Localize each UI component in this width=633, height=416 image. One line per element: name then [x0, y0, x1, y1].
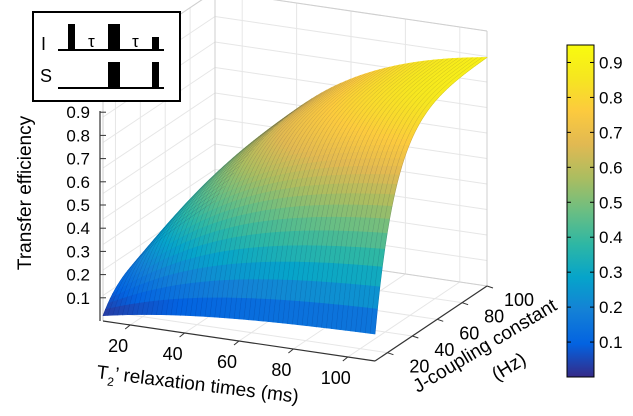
z-tick-label: 0.8 [66, 126, 90, 145]
x-tick-mark [342, 356, 349, 362]
inset-i-pulse-90 [68, 24, 75, 50]
z-tick-label: 0.6 [66, 173, 90, 192]
colorbar-tick-label: 0.2 [599, 298, 623, 317]
inset-delay-1: τ [88, 32, 95, 51]
z-tick-label: 0.7 [66, 150, 90, 169]
z-tick-label: 0.3 [66, 242, 90, 261]
colorbar-tick-label: 0.7 [599, 123, 623, 142]
inset-delay-2: τ [132, 32, 139, 51]
x-tick-label: 20 [108, 336, 128, 356]
z-tick-label: 0.4 [66, 219, 90, 238]
inset-i-pulse-90b [152, 37, 159, 50]
inset-s-pulse-90 [152, 62, 159, 88]
y-tick-mark [437, 318, 444, 322]
y-tick-mark [486, 285, 494, 289]
inset-channel-s: S [40, 66, 52, 86]
colorbar-tick-label: 0.3 [599, 263, 623, 282]
colorbar [566, 44, 595, 378]
z-axis-label: Transfer efficiency [15, 115, 36, 270]
x-tick-label: 40 [163, 344, 183, 364]
y-tick-mark [412, 335, 419, 339]
x-axis-label: T2’ relaxation times (ms) [95, 362, 300, 412]
x-tick-mark [233, 340, 240, 346]
inset-channel-i: I [41, 34, 46, 54]
inset-s-pulse-180 [108, 62, 120, 88]
z-tick-label: 0.9 [66, 103, 90, 122]
colorbar-tick-label: 0.6 [599, 158, 623, 177]
x-tick-mark [288, 348, 294, 354]
y-tick-mark [461, 302, 469, 306]
colorbar-tick-label: 0.1 [599, 333, 623, 352]
x-tick-label: 100 [321, 368, 351, 388]
colorbar-tick-label: 0.9 [599, 53, 623, 72]
colorbar-tick-label: 0.8 [599, 88, 623, 107]
z-tick-label: 0.2 [66, 266, 90, 285]
x-tick-label: 80 [271, 360, 291, 380]
colorbar-tick-label: 0.5 [599, 193, 623, 212]
pulse-sequence-inset: I S τ τ [32, 11, 181, 102]
x-tick-mark [179, 332, 185, 338]
x-tick-label: 60 [217, 352, 237, 372]
inset-i-pulse-180 [108, 24, 120, 50]
x-tick-mark [124, 324, 131, 330]
colorbar-tick-label: 0.4 [599, 228, 623, 247]
z-tick-label: 0.1 [66, 289, 90, 308]
y-tick-mark [387, 352, 394, 356]
z-tick-label: 0.5 [66, 196, 90, 215]
y-axis-label-line2: (Hz) [488, 349, 530, 385]
surface-mesh [102, 57, 488, 335]
